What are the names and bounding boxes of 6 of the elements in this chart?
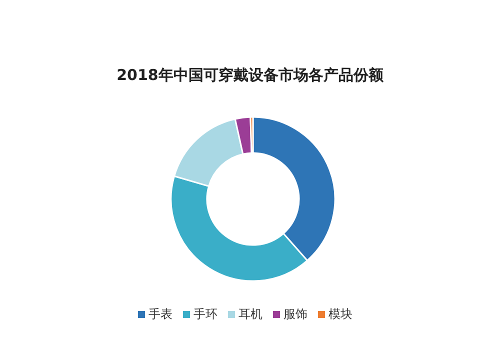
chart-title: 2018年中国可穿戴设备市场各产品份额 — [116, 66, 384, 85]
legend-label: 模块 — [328, 307, 352, 321]
legend-label: 手环 — [194, 307, 218, 321]
legend-label: 手表 — [148, 307, 172, 321]
legend-label: 耳机 — [238, 307, 262, 321]
legend-label: 服饰 — [284, 307, 308, 321]
